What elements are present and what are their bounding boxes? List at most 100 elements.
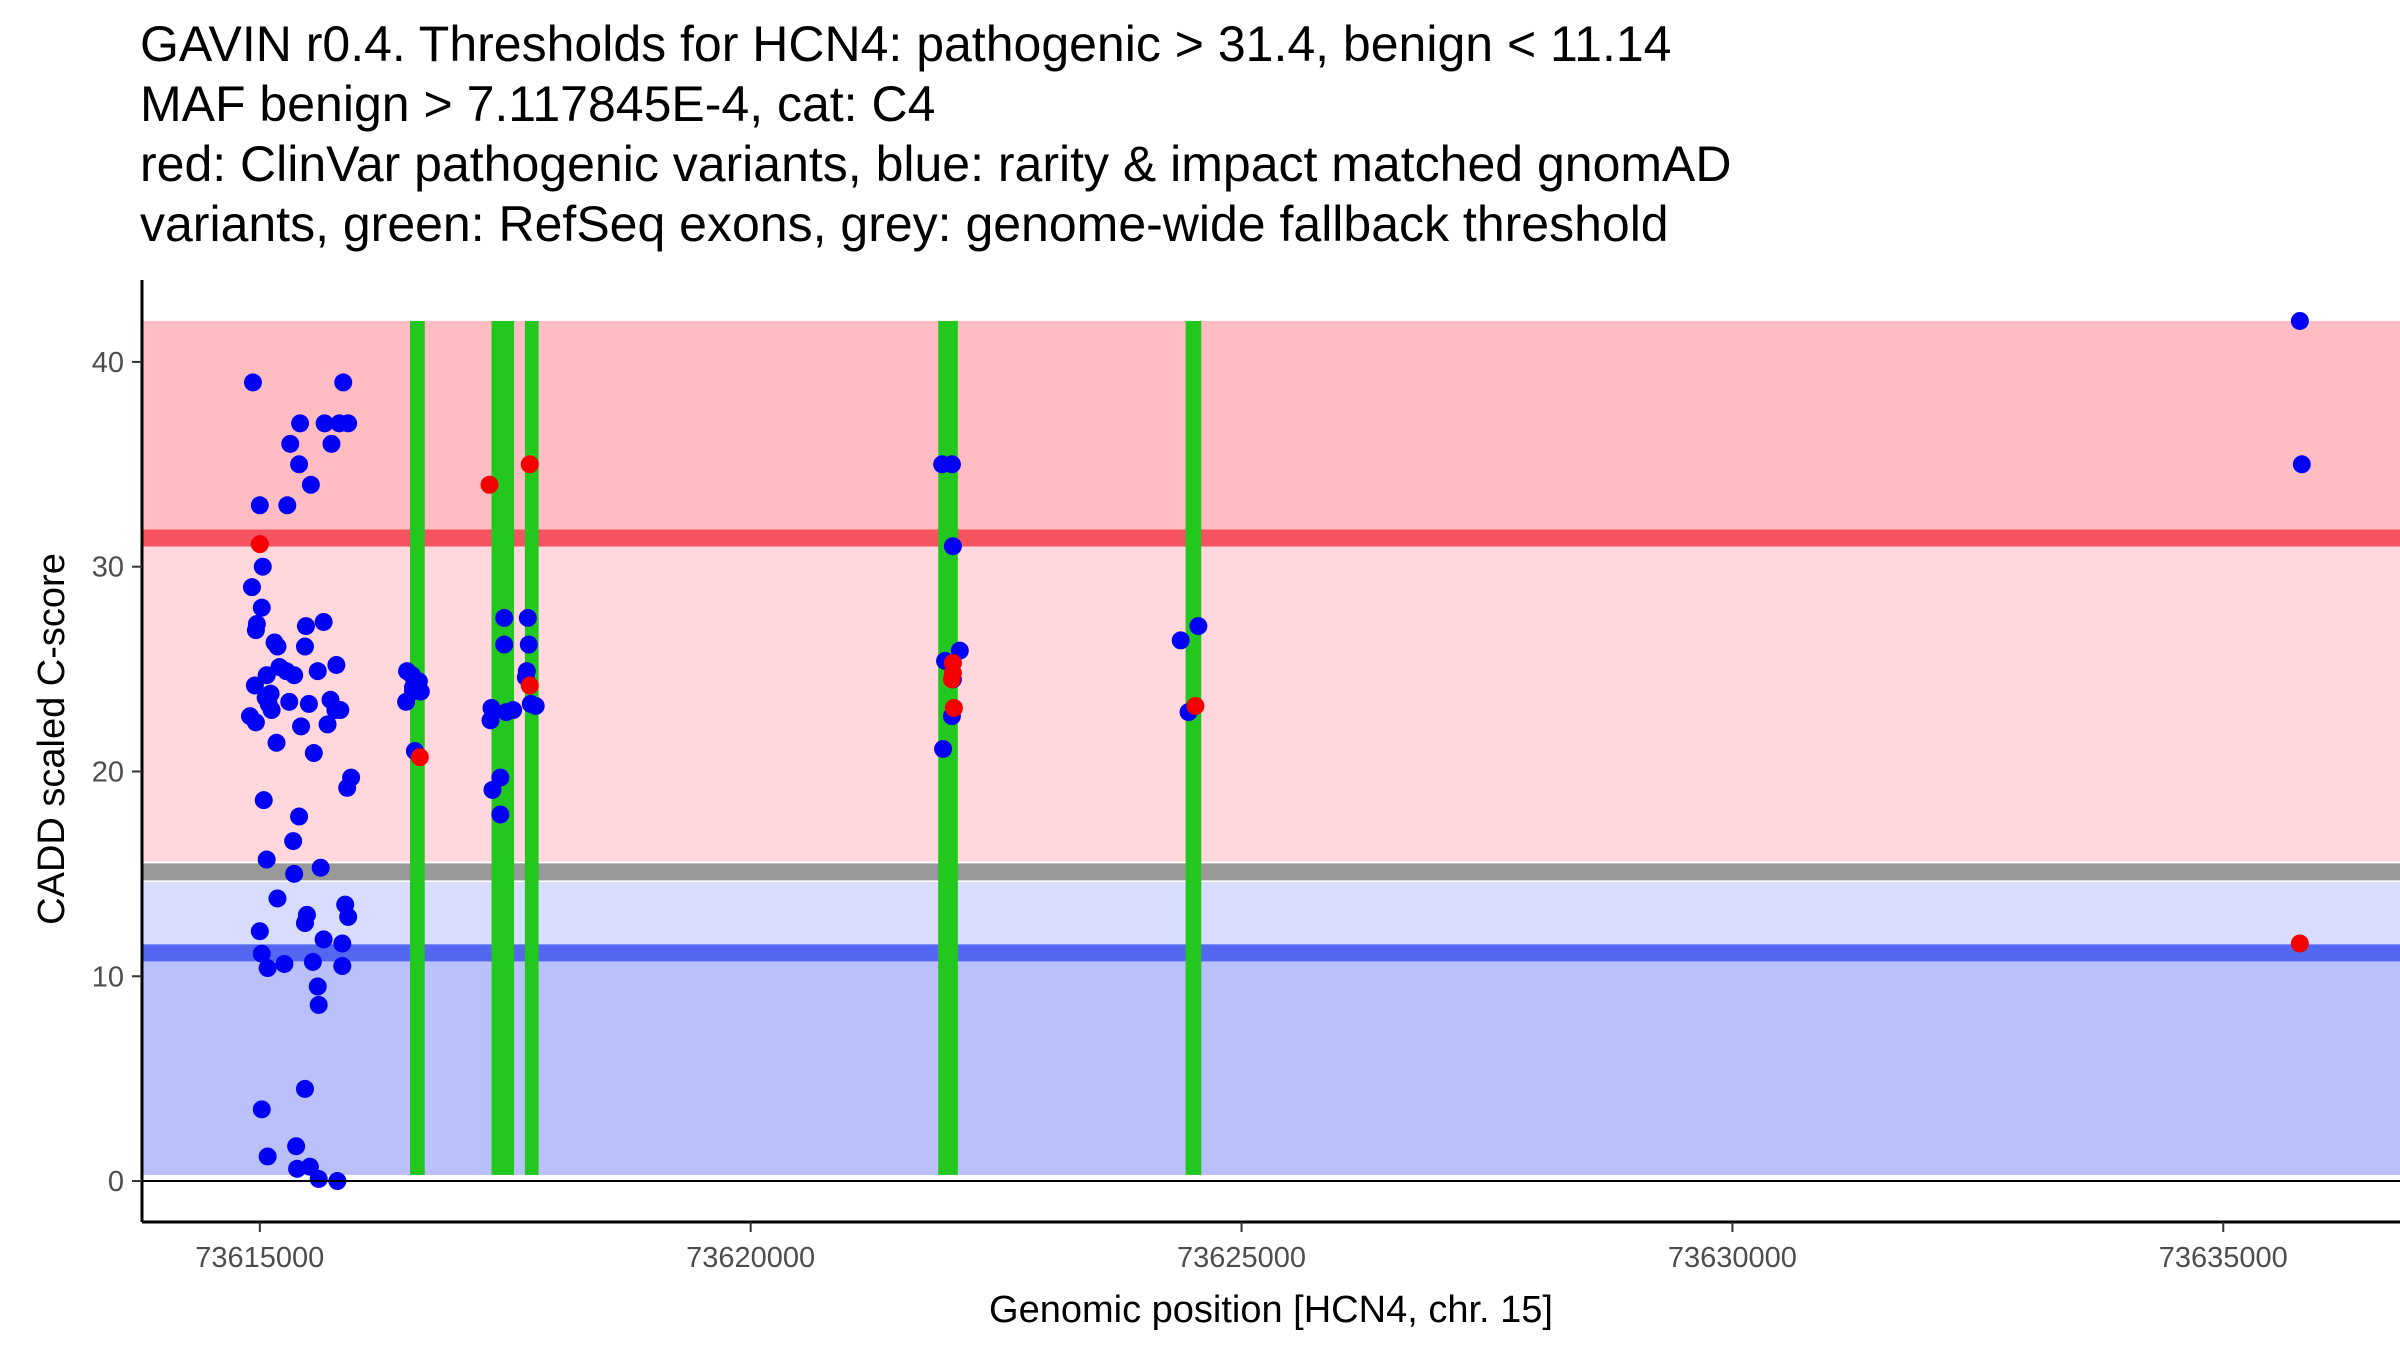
gnomad-point xyxy=(942,455,961,474)
title-line-2: MAF benign > 7.117845E-4, cat: C4 xyxy=(140,76,936,132)
y-tick-label: 30 xyxy=(92,552,124,584)
gnomad-point xyxy=(278,496,297,515)
gnomad-point xyxy=(281,434,300,453)
gnomad-point xyxy=(252,1100,271,1119)
gnomad-point xyxy=(491,768,510,787)
gnomad-point xyxy=(518,608,537,627)
y-axis-ticks: 0 10 20 30 40 xyxy=(92,347,142,1198)
pathogenic-zone-band xyxy=(142,538,2400,862)
chart-title: GAVIN r0.4. Thresholds for HCN4: pathoge… xyxy=(140,14,1731,254)
exon-bar xyxy=(524,320,539,1175)
gnomad-point xyxy=(268,637,287,656)
gnomad-point xyxy=(303,952,322,971)
gnomad-point xyxy=(309,1169,328,1188)
gnomad-point xyxy=(322,434,341,453)
gnomad-point xyxy=(333,957,352,976)
gnomad-point xyxy=(314,612,333,631)
gnomad-point xyxy=(285,864,304,883)
clinvar-point xyxy=(942,670,961,689)
benign-zone-band xyxy=(142,882,2400,953)
gnomad-point xyxy=(290,807,309,826)
gnomad-point xyxy=(250,922,269,941)
clinvar-point xyxy=(410,748,429,767)
gnomad-point xyxy=(934,739,953,758)
gnomad-point xyxy=(334,373,353,392)
gnomad-point xyxy=(299,694,318,713)
gnomad-point xyxy=(2292,455,2311,474)
gnomad-point xyxy=(290,455,309,474)
y-tick-label: 40 xyxy=(92,347,124,379)
gnomad-point xyxy=(318,715,337,734)
title-line-1: GAVIN r0.4. Thresholds for HCN4: pathoge… xyxy=(140,16,1672,72)
gnomad-point xyxy=(257,666,276,685)
gnomad-point xyxy=(495,608,514,627)
gnomad-point xyxy=(295,637,314,656)
gnomad-point xyxy=(284,832,303,851)
gnomad-point xyxy=(308,662,327,681)
threshold-regions xyxy=(142,320,2400,1175)
axes xyxy=(140,280,2400,1224)
gnomad-point xyxy=(315,414,334,433)
gnomad-point xyxy=(252,598,271,617)
gnomad-point xyxy=(491,805,510,824)
gnomad-point xyxy=(257,850,276,869)
title-line-3: red: ClinVar pathogenic variants, blue: … xyxy=(140,136,1732,192)
exon-bar xyxy=(1185,320,1202,1175)
gnomad-point xyxy=(262,701,281,720)
gnomad-point xyxy=(258,959,277,978)
x-tick-label: 73630000 xyxy=(1668,1242,1797,1274)
title-line-4: variants, green: RefSeq exons, grey: gen… xyxy=(140,196,1669,252)
y-tick-label: 0 xyxy=(108,1166,124,1198)
gnomad-point xyxy=(242,578,261,597)
gnomad-point xyxy=(327,655,346,674)
clinvar-point xyxy=(1186,696,1205,715)
clinvar-point xyxy=(480,475,499,494)
gnomad-point xyxy=(275,954,294,973)
gnomad-point xyxy=(296,617,315,636)
gnomad-point xyxy=(526,696,545,715)
gnomad-point xyxy=(1189,617,1208,636)
gnomad-point xyxy=(504,701,523,720)
gnomad-point xyxy=(339,414,358,433)
gnomad-point xyxy=(292,717,311,736)
x-axis-title: Genomic position [HCN4, chr. 15] xyxy=(989,1289,1553,1331)
x-tick-label: 73635000 xyxy=(2159,1242,2288,1274)
x-tick-label: 73625000 xyxy=(1177,1242,1306,1274)
gnomad-point xyxy=(258,1147,277,1166)
clinvar-point xyxy=(2290,934,2309,953)
gnomad-point xyxy=(311,858,330,877)
gnomad-point xyxy=(250,496,269,515)
x-tick-label: 73620000 xyxy=(686,1242,815,1274)
y-axis-title: CADD scaled C-score xyxy=(31,553,73,925)
gnomad-point xyxy=(301,475,320,494)
gnomad-point xyxy=(252,944,271,963)
gnomad-point xyxy=(481,711,500,730)
gnomad-point xyxy=(403,682,422,701)
gnomad-point xyxy=(519,635,538,654)
gnomad-point xyxy=(243,373,262,392)
gnomad-point xyxy=(246,713,265,732)
data-points xyxy=(240,311,2311,1191)
clinvar-point xyxy=(944,698,963,717)
gnomad-point xyxy=(331,701,350,720)
gnomad-point xyxy=(339,907,358,926)
gnomad-point xyxy=(285,666,304,685)
gnomad-point xyxy=(291,414,310,433)
gnomad-point xyxy=(342,768,361,787)
gnomad-point xyxy=(309,995,328,1014)
exon-bar xyxy=(491,320,515,1175)
y-tick-label: 20 xyxy=(92,756,124,788)
clinvar-point xyxy=(250,535,269,554)
gnomad-point xyxy=(295,1079,314,1098)
x-axis-ticks: 73615000 73620000 73625000 73630000 73635000 xyxy=(195,1222,2288,1274)
gnomad-point xyxy=(247,615,266,634)
gnomad-point xyxy=(314,930,333,949)
gnomad-point xyxy=(308,977,327,996)
gnomad-point xyxy=(280,692,299,711)
gnomad-point xyxy=(287,1137,306,1156)
gnomad-point xyxy=(943,537,962,556)
threshold-lines xyxy=(142,529,2400,962)
y-tick-label: 10 xyxy=(92,961,124,993)
gnomad-point xyxy=(254,791,273,810)
